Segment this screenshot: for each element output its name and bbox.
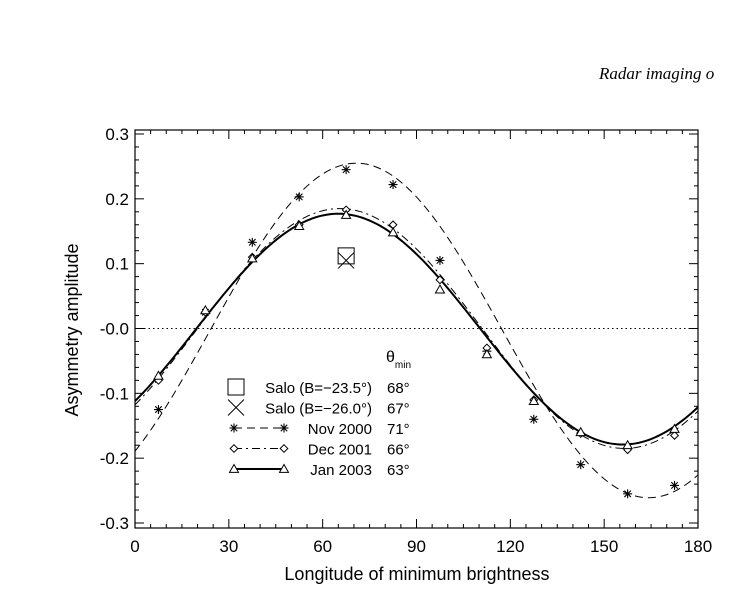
- y-axis-label: Asymmetry amplitude: [62, 243, 82, 416]
- data-point-nov-2000: [576, 460, 586, 470]
- legend-entry-dec-2001: Dec 2001 66°: [229, 442, 410, 459]
- legend-entry-jan-2003: Jan 2003 63°: [228, 462, 410, 479]
- data-point-nov-2000: [670, 480, 680, 490]
- data-point-jan-2003: [153, 370, 164, 380]
- data-point-nov-2000: [294, 192, 304, 202]
- data-point-jan-2003: [387, 227, 399, 237]
- x-axis-label: Longitude of minimum brightness: [284, 564, 549, 584]
- data-point-jan-2003: [434, 284, 446, 294]
- legend-entry-nov-2000: Nov 2000 71°: [229, 421, 410, 438]
- axes-layer: 0 30 60 90 120 150 180 -0.3 -0.2 -0.1 -0.0 0.1 0.2 0.…: [100, 125, 712, 556]
- x-tick-label: 30: [219, 537, 238, 556]
- data-point-salo-b-23-5: [337, 247, 355, 265]
- series-curves-layer: [135, 162, 698, 499]
- data-point-jan-2003: [246, 252, 258, 263]
- data-point-jan-2003: [575, 426, 587, 437]
- data-point-nov-2000: [388, 180, 398, 190]
- data-point-jan-2003: [669, 423, 680, 433]
- data-point-jan-2003: [293, 220, 305, 230]
- series-line-dec-2001: [135, 208, 698, 449]
- legend-theta-salo-b-26-0: 67°: [387, 401, 410, 418]
- x-tick-label: 180: [684, 537, 712, 556]
- data-point-jan-2003: [528, 395, 540, 405]
- legend-label-salo-b-26-0: Salo (B=−26.0°): [265, 401, 372, 418]
- legend-marker-jan-2003: [228, 463, 240, 473]
- legend-marker-dec-2001: [229, 443, 239, 454]
- y-tick-label: 0.1: [105, 255, 129, 274]
- legend-theta-jan-2003: 63°: [387, 462, 410, 479]
- data-point-jan-2003: [200, 304, 211, 315]
- x-tick-label: 90: [407, 537, 426, 556]
- legend-marker-salo-b-26-0: [227, 399, 245, 416]
- page-header-text: Radar imaging o: [599, 64, 715, 83]
- data-point-nov-2000: [623, 489, 633, 499]
- legend-entry-salo-b-23-5: Salo (B=−23.5°) 68°: [227, 378, 410, 397]
- legend-label-jan-2003: Jan 2003: [310, 462, 372, 479]
- legend-theta-nov-2000: 71°: [387, 421, 410, 438]
- y-tick-label: -0.1: [100, 384, 129, 403]
- y-tick-label: 0.3: [105, 125, 129, 144]
- legend-marker-nov-2000: [229, 423, 239, 433]
- data-point-nov-2000: [341, 165, 351, 175]
- x-tick-label: 60: [313, 537, 332, 556]
- x-tick-label: 0: [130, 537, 139, 556]
- data-point-nov-2000: [435, 255, 445, 265]
- legend-marker-dec-2001: [279, 443, 289, 454]
- legend-header-subscript: min: [395, 360, 411, 371]
- x-tick-label: 150: [590, 537, 618, 556]
- x-tick-label: 120: [496, 537, 524, 556]
- y-tick-label: 0.2: [105, 190, 129, 209]
- legend-label-salo-b-23-5: Salo (B=−23.5°): [265, 380, 372, 397]
- data-point-nov-2000: [153, 405, 163, 415]
- data-point-jan-2003: [340, 209, 352, 219]
- series-line-nov-2000: [135, 162, 698, 499]
- legend-label-dec-2001: Dec 2001: [308, 442, 372, 459]
- data-point-jan-2003: [622, 439, 633, 450]
- data-point-salo-b-26-0: [337, 252, 355, 269]
- data-point-dec-2001: [435, 275, 445, 285]
- y-tick-label: -0.2: [100, 449, 129, 468]
- plot-frame: [134, 129, 699, 529]
- y-tick-label: -0.0: [100, 320, 129, 339]
- data-point-jan-2003: [481, 348, 493, 359]
- legend-marker-nov-2000: [279, 423, 289, 433]
- legend-label-nov-2000: Nov 2000: [308, 421, 372, 438]
- y-tick-label: -0.3: [100, 514, 129, 533]
- data-point-dec-2001: [670, 430, 680, 440]
- legend: θmin Salo (B=−23.5°) 68° Salo (B=−26.0°) 67°…: [227, 349, 411, 479]
- legend-entry-salo-b-26-0: Salo (B=−26.0°) 67°: [227, 399, 410, 418]
- legend-header-theta: θ: [386, 349, 395, 366]
- series-markers-layer: [153, 165, 680, 499]
- legend-theta-dec-2001: 66°: [387, 442, 410, 459]
- legend-marker-jan-2003: [278, 463, 290, 473]
- series-line-jan-2003: [135, 212, 698, 446]
- legend-header: θmin: [386, 349, 411, 371]
- data-point-nov-2000: [529, 414, 539, 424]
- legend-theta-salo-b-23-5: 68°: [387, 380, 410, 397]
- legend-marker-salo-b-23-5: [227, 378, 245, 396]
- data-point-nov-2000: [247, 237, 257, 247]
